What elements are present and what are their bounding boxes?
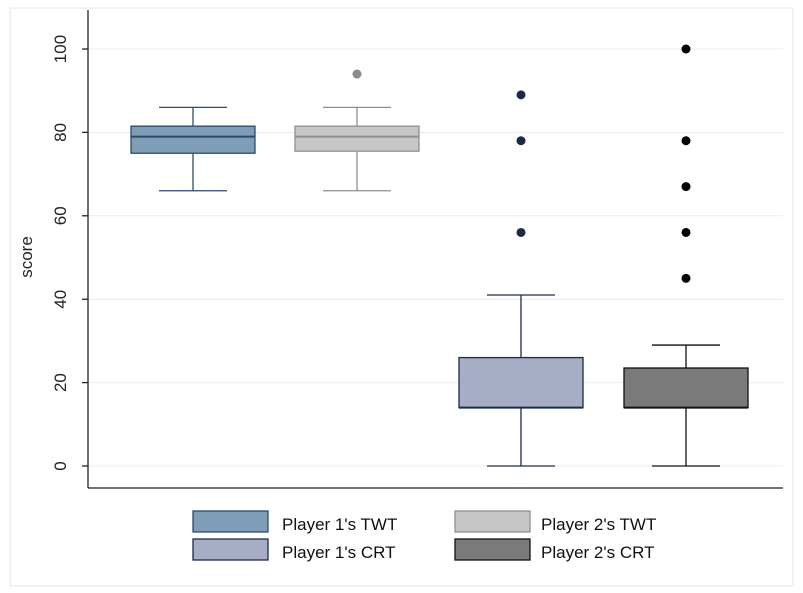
outlier-point xyxy=(352,69,362,79)
box-iqr xyxy=(623,367,749,409)
y-axis-label: score xyxy=(17,236,36,278)
y-tick-label: 40 xyxy=(51,290,70,309)
legend-swatch xyxy=(454,538,531,561)
figure-border xyxy=(9,7,794,587)
legend-swatch xyxy=(192,510,269,533)
legend: Player 1's TWT Player 2's TWT Player 1's C… xyxy=(180,504,716,572)
legend-swatch xyxy=(192,538,269,561)
legend-label: Player 1's CRT xyxy=(282,543,395,562)
legend-frame xyxy=(180,504,716,572)
plot-layer xyxy=(130,44,749,467)
legend-label: Player 2's CRT xyxy=(541,543,654,562)
axis-layer: 0 20 40 60 80 100 xyxy=(51,10,783,489)
outlier-point xyxy=(516,90,526,100)
outlier-point xyxy=(516,227,526,237)
box-iqr xyxy=(130,125,256,154)
outlier-point xyxy=(681,136,691,146)
legend-label: Player 2's TWT xyxy=(541,515,656,534)
legend-swatch xyxy=(454,510,531,533)
legend-label: Player 1's TWT xyxy=(282,515,397,534)
y-tick-label: 100 xyxy=(51,35,70,63)
outlier-point xyxy=(681,227,691,237)
outlier-point xyxy=(516,136,526,146)
y-tick-label: 20 xyxy=(51,373,70,392)
outlier-point xyxy=(681,182,691,192)
y-tick-label: 60 xyxy=(51,206,70,225)
box-iqr xyxy=(294,125,420,152)
y-tick-label: 0 xyxy=(51,461,70,470)
y-tick-label: 80 xyxy=(51,123,70,142)
outlier-point xyxy=(681,273,691,283)
box-iqr xyxy=(458,356,584,409)
outlier-point xyxy=(681,44,691,54)
